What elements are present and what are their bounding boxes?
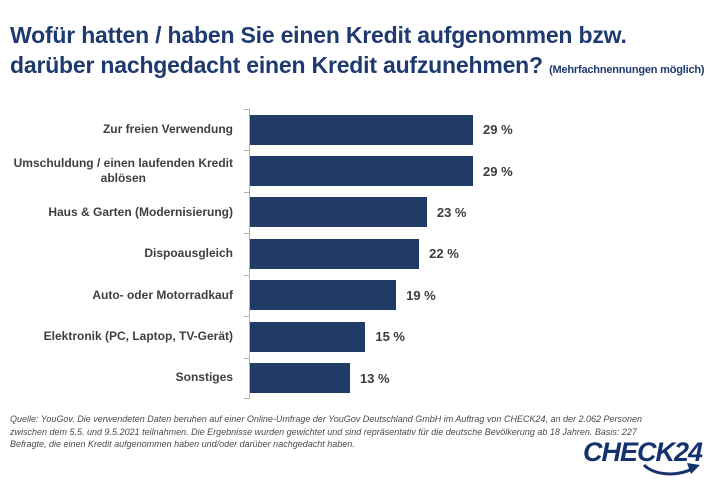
chart-title: Wofür hatten / haben Sie einen Kredit au… [10, 21, 708, 80]
axis-tick [244, 109, 250, 110]
chart-title-text: Wofür hatten / haben Sie einen Kredit au… [10, 22, 627, 78]
category-label-text: Elektronik (PC, Laptop, TV-Gerät) [43, 329, 233, 344]
axis-tick [244, 357, 250, 359]
bar-row: Auto- oder Motorradkauf 19 % [0, 275, 710, 316]
category-label: Elektronik (PC, Laptop, TV-Gerät) [5, 316, 233, 357]
check24-logo-text: CHECK24 [582, 437, 703, 467]
check24-logo: CHECK24 [580, 437, 703, 477]
axis-tick [244, 233, 250, 235]
category-label-text: Zur freien Verwendung [102, 121, 233, 136]
category-label-text: Umschuldung / einen laufenden Kredit abl… [13, 155, 233, 186]
bar-row: Dispoausgleich 22 % [0, 233, 710, 274]
bar [250, 321, 366, 352]
category-label: Auto- oder Motorradkauf [5, 275, 233, 316]
axis-tick [244, 274, 250, 276]
category-label-text: Auto- oder Motorradkauf [92, 287, 233, 302]
chart-title-note: (Mehrfachnennungen möglich) [549, 63, 705, 76]
value-label: 22 % [429, 246, 459, 262]
category-label: Haus & Garten (Modernisierung) [5, 192, 233, 233]
source-note: Quelle: YouGov. Die verwendeten Daten be… [10, 414, 643, 450]
value-label: 15 % [375, 329, 405, 345]
value-label: 23 % [436, 205, 467, 221]
bar [250, 197, 427, 228]
category-label-text: Sonstiges [175, 370, 233, 385]
value-label: 29 % [483, 122, 513, 138]
bar [250, 363, 350, 394]
value-label: 13 % [359, 370, 390, 386]
category-label: Dispoausgleich [5, 233, 233, 274]
bar-row: Zur freien Verwendung 29 % [0, 109, 710, 150]
axis-tick [244, 398, 250, 399]
category-label: Sonstiges [5, 358, 233, 399]
bar [250, 114, 473, 145]
logo-swoosh-arrow-icon [642, 463, 700, 476]
value-label: 19 % [406, 287, 436, 303]
category-label-text: Dispoausgleich [144, 246, 233, 261]
axis-tick [244, 316, 250, 318]
y-axis-line [249, 109, 250, 399]
bar [250, 280, 397, 311]
category-label: Umschuldung / einen laufenden Kredit abl… [5, 150, 233, 191]
axis-tick [244, 191, 250, 193]
bar [250, 238, 420, 269]
bar-chart: Zur freien Verwendung 29 % Umschuldung /… [0, 109, 710, 399]
bar-row: Elektronik (PC, Laptop, TV-Gerät) 15 % [0, 316, 710, 357]
axis-tick [244, 150, 250, 152]
bar-row: Haus & Garten (Modernisierung) 23 % [0, 192, 710, 233]
bar-row: Umschuldung / einen laufenden Kredit abl… [0, 150, 710, 191]
category-label: Zur freien Verwendung [5, 109, 233, 150]
category-label-text: Haus & Garten (Modernisierung) [48, 204, 233, 219]
bar [250, 155, 473, 186]
value-label: 29 % [483, 163, 513, 179]
bar-row: Sonstiges 13 % [0, 358, 710, 399]
